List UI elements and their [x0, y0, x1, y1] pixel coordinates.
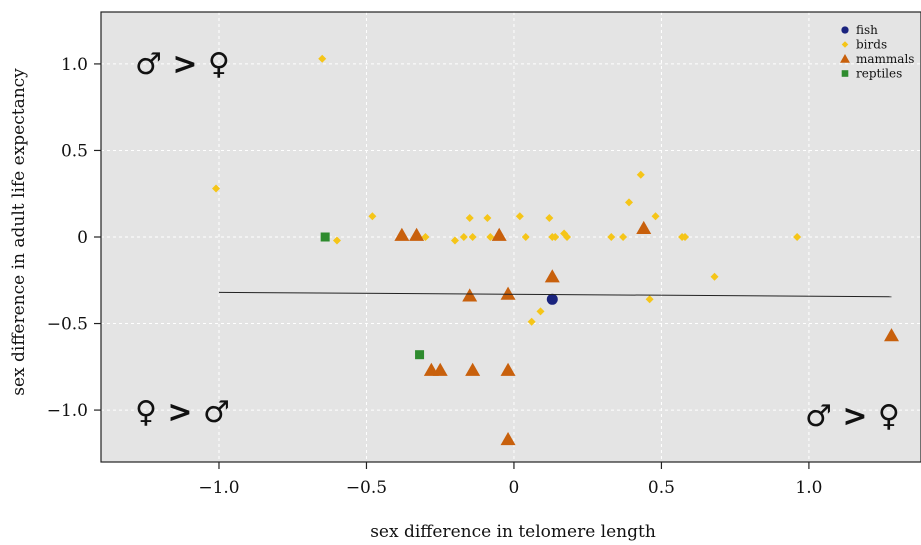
mammals-point — [500, 286, 516, 300]
x-tick-label: 0.5 — [648, 478, 675, 498]
mammals-point — [884, 328, 900, 342]
birds-point — [368, 212, 377, 221]
birds-point — [318, 54, 327, 63]
legend-label-reptiles: reptiles — [856, 67, 902, 81]
y-tick-label: −0.5 — [47, 315, 88, 335]
birds-point — [645, 295, 654, 304]
birds-point — [793, 233, 802, 241]
birds-point — [536, 307, 545, 316]
birds-point — [624, 198, 633, 207]
birds-point — [545, 213, 554, 222]
mammals-point — [409, 227, 425, 241]
birds-point — [521, 233, 530, 241]
birds-point — [527, 317, 536, 326]
data-points — [212, 54, 900, 446]
mammals-point — [465, 362, 481, 376]
reptiles-point — [415, 350, 425, 360]
birds-point — [651, 212, 660, 221]
mammals-point — [500, 432, 516, 446]
y-axis-label: sex difference in adult life expectancy — [9, 68, 29, 396]
fish-point — [546, 293, 558, 305]
legend-marker-fish — [841, 26, 849, 34]
y-tick-label: 1.0 — [61, 55, 88, 75]
birds-point — [710, 272, 719, 281]
birds-point — [681, 233, 690, 241]
x-axis-label: sex difference in telomere length — [370, 522, 656, 542]
annotation-bottom-left: ♀ > ♂ — [135, 395, 230, 430]
y-tick-label: −1.0 — [47, 401, 88, 421]
birds-point — [619, 233, 628, 241]
mammals-point — [491, 227, 507, 241]
mammals-point — [432, 362, 448, 376]
mammals-point — [462, 288, 478, 302]
birds-point — [450, 236, 459, 245]
legend-marker-reptiles — [841, 70, 849, 77]
birds-point — [459, 233, 468, 241]
birds-point — [212, 184, 221, 193]
reptiles-point — [320, 232, 330, 242]
mammals-point — [394, 227, 410, 241]
birds-point — [465, 213, 474, 222]
annotation-bottom-right: ♂ > ♀ — [805, 399, 900, 434]
birds-point — [468, 233, 477, 241]
birds-point — [421, 233, 430, 241]
birds-point — [551, 233, 560, 241]
birds-point — [607, 233, 616, 241]
birds-point — [563, 233, 572, 241]
x-tick-label: 1.0 — [795, 478, 822, 498]
mammals-point — [544, 269, 560, 283]
legend-label-fish: fish — [856, 23, 878, 37]
birds-point — [483, 213, 492, 222]
birds-point — [486, 233, 495, 241]
legend-label-mammals: mammals — [856, 52, 914, 66]
birds-point — [636, 170, 645, 179]
birds-point — [332, 236, 341, 245]
mammals-point — [636, 220, 652, 234]
trend-line — [218, 291, 892, 298]
x-tick-label: 0 — [509, 478, 520, 498]
y-tick-label: 0 — [77, 228, 88, 248]
legend-marker-mammals — [840, 54, 850, 63]
mammals-point — [500, 362, 516, 376]
axes: −1.0 −0.5 0 0.5 1.0 1.0 0.5 0 −0.5 −1.0 — [47, 55, 823, 498]
x-tick-label: −1.0 — [198, 478, 239, 498]
legend-label-birds: birds — [856, 38, 887, 52]
legend-marker-birds — [841, 41, 849, 48]
annotation-top-left: ♂ > ♀ — [135, 47, 230, 82]
grid-lines — [101, 12, 921, 462]
birds-point — [515, 212, 524, 221]
x-tick-label: −0.5 — [346, 478, 387, 498]
y-tick-label: 0.5 — [61, 141, 88, 161]
